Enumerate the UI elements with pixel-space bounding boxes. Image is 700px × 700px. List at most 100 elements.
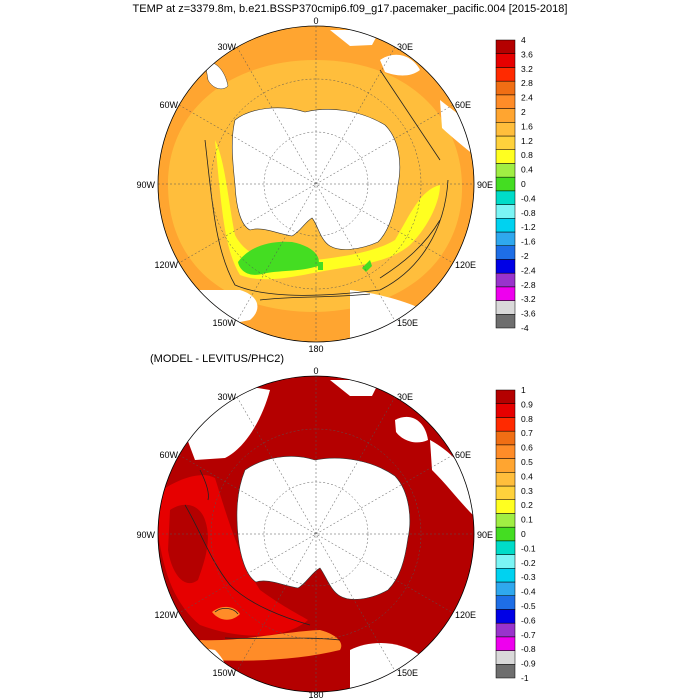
bottom-contour-2 [199,469,209,501]
bottom-colorbar-label-7: 0.3 [521,486,533,496]
top-colorbar-label-17: -2.8 [521,280,536,290]
top-lon-label-120w: 120W [154,260,178,270]
bottom-colorbar-label-0: 1 [521,385,526,395]
top-colorbar-label-20: -4 [521,323,529,333]
top-colorbar-label-11: -0.4 [521,193,536,203]
top-lon-label-30e: 30E [397,42,413,52]
top-colorbar-label-6: 1.6 [521,121,533,131]
bottom-colorbar-label-6: 0.4 [521,471,533,481]
top-colorbar-label-0: 4 [521,35,526,45]
bottom-lon-label-90w: 90W [136,530,155,540]
bottom-colorbar-label-3: 0.7 [521,428,533,438]
top-green-dot-east [362,260,372,272]
top-colorbar-box-15 [495,108,516,123]
top-graticule [158,26,474,342]
bottom-colorbar-label-9: 0.1 [521,515,533,525]
top-colorbar-label-19: -3.6 [521,309,536,319]
top-colorbar-box-20 [495,39,516,54]
bottom-colorbar-box-7 [495,568,516,583]
bottom-west-deep [168,504,208,584]
bottom-orange-band [200,630,342,661]
top-colorbar-box-11 [495,163,516,178]
top-lon-label-180: 180 [308,344,323,354]
bottom-colorbar-box-10 [495,526,516,542]
bottom-colorbar-box-8 [495,554,516,569]
top-colorbar-label-1: 3.6 [521,49,533,59]
bottom-antarctica [236,456,411,600]
bottom-colorbar-box-15 [495,458,516,473]
top-lon-label-90e: 90E [477,180,493,190]
bottom-colorbar-label-12: -0.2 [521,558,536,568]
bottom-colorbar-box-16 [495,444,516,459]
top-colorbar-box-19 [495,53,516,68]
top-lon-label-90w: 90W [136,180,155,190]
bottom-colorbar-label-13: -0.3 [521,572,536,582]
bottom-colorbar: 1 0.9 0.8 0.7 0.6 0.5 0.4 0.3 0.2 0.1 0 -0.1 -0.2 -0.… [495,385,536,683]
top-colorbar-box-14 [495,122,516,137]
bottom-colorbar-box-4 [495,609,516,624]
top-colorbar-box-2 [495,286,516,301]
bottom-colorbar-label-18: -0.8 [521,644,536,654]
top-colorbar-label-16: -2.4 [521,265,536,275]
bottom-lon-label-150w: 150W [212,668,236,678]
bottom-colorbar-label-4: 0.6 [521,443,533,453]
top-lon-label-0: 0 [313,16,318,26]
bottom-colorbar-box-0 [495,664,516,679]
bottom-colorbar-box-6 [495,581,516,596]
top-colorbar-box-13 [495,135,516,150]
top-map-title: TEMP at z=3379.8m, b.e21.BSSP370cmip6.f0… [132,3,568,15]
bottom-lon-label-120w: 120W [154,610,178,620]
bottom-colorbar-box-9 [495,540,516,555]
bottom-colorbar-label-11: -0.1 [521,543,536,553]
bottom-colorbar-label-1: 0.9 [521,399,533,409]
top-colorbar-label-4: 2.4 [521,93,533,103]
bottom-lon-label-30e: 30E [397,392,413,402]
bottom-lon-label-90e: 90E [477,530,493,540]
bottom-lon-label-0: 0 [313,366,318,376]
top-colorbar-box-4 [495,259,516,274]
top-colorbar-label-15: -2 [521,251,529,261]
bottom-contour-4 [214,608,239,615]
bottom-lon-label-180: 180 [308,690,323,700]
top-contour-3 [259,293,371,301]
bottom-colorbar-box-1 [495,650,516,665]
top-colorbar-box-16 [495,94,516,109]
bottom-colorbar-box-13 [495,485,516,500]
top-map-border [157,25,475,343]
top-colorbar-box-17 [495,80,516,96]
bottom-colorbar-box-2 [495,636,516,651]
bottom-colorbar-label-10: 0 [521,529,526,539]
top-colorbar-box-9 [495,190,516,205]
top-colorbar-box-6 [495,231,516,246]
top-colorbar-label-14: -1.6 [521,237,536,247]
top-lon-label-30w: 30W [217,42,236,52]
top-contour-2 [379,69,441,161]
top-colorbar: 4 3.6 3.2 2.8 2.4 2 1.6 1.2 0.8 0.4 0 -0.4 -0.8 -1.2 -… [495,35,536,333]
top-colorbar-label-7: 1.2 [521,136,533,146]
top-colorbar-label-8: 0.8 [521,150,533,160]
bottom-colorbar-label-15: -0.5 [521,601,536,611]
top-colorbar-box-7 [495,218,516,233]
bottom-east-edge [430,440,474,520]
bottom-colorbar-box-17 [495,430,516,446]
bottom-colorbar-label-19: -0.9 [521,659,536,669]
bottom-lon-label-120e: 120E [455,610,476,620]
bottom-contour-1 [184,504,311,626]
top-yellow-band [215,140,440,280]
top-colorbar-box-18 [495,67,516,82]
top-colorbar-label-18: -3.2 [521,294,536,304]
top-colorbar-box-1 [495,300,516,315]
top-lon-label-150e: 150E [397,318,418,328]
bottom-polar-map: 0 30E 60E 90E 120E 150E 180 150W 120W 90… [136,366,535,700]
bottom-colorbar-label-16: -0.6 [521,615,536,625]
bottom-colorbar-label-8: 0.2 [521,500,533,510]
bottom-colorbar-box-18 [495,417,516,432]
bottom-colorbar-label-5: 0.5 [521,457,533,467]
top-colorbar-box-12 [495,149,516,164]
top-colorbar-label-5: 2 [521,107,526,117]
bottom-contour-3 [224,637,341,641]
top-lon-label-120e: 120E [455,260,476,270]
bottom-colorbar-label-14: -0.4 [521,587,536,597]
top-colorbar-label-10: 0 [521,179,526,189]
